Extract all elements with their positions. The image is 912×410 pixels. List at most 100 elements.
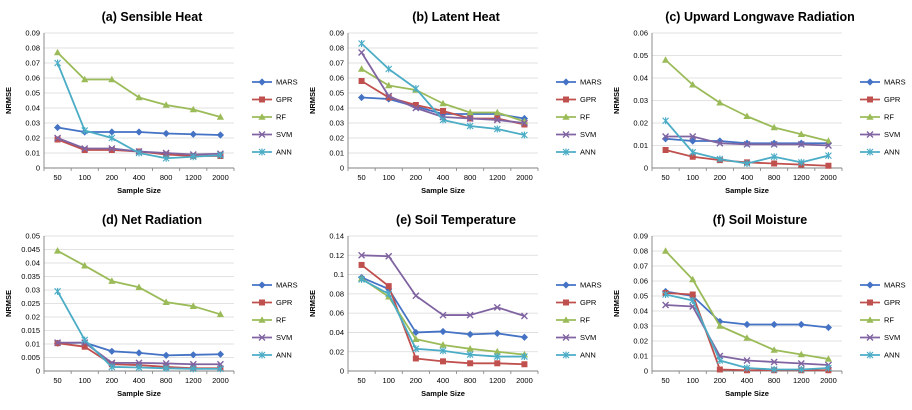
- panel-e-legend-label: SVM: [580, 333, 596, 342]
- panel-d-point-rf: [216, 310, 225, 318]
- panel-f-legend-marker: [866, 334, 874, 341]
- panel-a-point-ann: [162, 154, 170, 162]
- panel-b-legend-mars: MARS: [556, 78, 602, 87]
- panel-d-point-ann: [189, 365, 197, 373]
- panel-f-point-rf: [797, 350, 805, 358]
- panel-e-ytick-label: 0.04: [329, 328, 344, 337]
- panel-b-ytick-label: 0.04: [329, 104, 344, 113]
- panel-f-legend-label: SVM: [884, 333, 900, 342]
- panel-e-legend-mars: MARS: [556, 281, 602, 290]
- panel-d-point-rf: [81, 261, 89, 269]
- panel-e-point-ann: [493, 353, 501, 361]
- panel-c-ytick-label: 0.06: [633, 29, 648, 38]
- panel-e-ylabel: NRMSE: [308, 290, 317, 317]
- panel-e-point-gpr: [521, 361, 528, 368]
- panel-c-ytick-label: 0.04: [633, 74, 648, 83]
- panel-d-title: (d) Net Radiation: [102, 213, 202, 227]
- panel-f-ytick-label: 0.09: [633, 232, 648, 241]
- panel-e-point-gpr: [358, 261, 365, 268]
- panel-b-xtick-label: 800: [464, 173, 477, 182]
- panel-f-point-mars: [743, 320, 751, 329]
- panel-d-ytick-label: 0.045: [21, 245, 40, 254]
- panel-f-point-svm: [662, 301, 670, 309]
- panel-b-point-gpr: [440, 108, 446, 114]
- panel-f-ytick-label: 0.02: [633, 337, 648, 346]
- panel-d-legend-marker: [258, 334, 266, 341]
- panel-b-legend-label: SVM: [580, 130, 596, 139]
- panel-e-point-svm: [385, 252, 393, 260]
- panel-d-legend-label: SVM: [276, 333, 292, 342]
- panel-b-point-rf: [493, 108, 501, 116]
- panel-a-legend-marker: [258, 131, 266, 138]
- panel-b-xtick-label: 50: [357, 173, 365, 182]
- panel-f-legend-label: GPR: [884, 298, 901, 307]
- panel-d-point-mars: [135, 349, 143, 357]
- panel-e-point-svm: [439, 311, 447, 319]
- panel-b: (b) Latent Heat 0 0.01 0.02 0.03 0.04 0.05 0.06…: [308, 10, 602, 195]
- panel-d-point-mars: [189, 351, 197, 359]
- panel-a-legend-rf: RF: [252, 113, 286, 122]
- panel-a-xtick-label: 1200: [185, 173, 202, 182]
- panel-d-xtick-label: 200: [106, 376, 119, 385]
- panel-d-xtick-label: 800: [160, 376, 173, 385]
- panel-d-legend-marker: [258, 281, 266, 289]
- panel-d-point-svm: [162, 359, 170, 367]
- panel-f-series-ann: [662, 291, 832, 373]
- panel-d-point-gpr: [81, 343, 88, 350]
- panel-b-point-svm: [358, 49, 366, 56]
- panel-d-ytick-label: 0.005: [21, 353, 40, 362]
- panel-d-legend-marker: [258, 316, 266, 323]
- panel-a-ytick-label: 0.09: [25, 29, 40, 38]
- panel-b-point-ann: [439, 116, 447, 124]
- panel-a-point-rf: [162, 101, 170, 108]
- panel-c-point-rf: [689, 80, 697, 88]
- panel-c-point-svm: [743, 140, 751, 148]
- panel-a-point-mars: [189, 130, 197, 138]
- panel-c-point-ann: [662, 117, 669, 125]
- panel-c-legend-label: GPR: [884, 95, 901, 104]
- panel-a-series-ann: [54, 59, 224, 162]
- panel-c-point-svm: [716, 139, 724, 147]
- panel-e-ytick-label: 0.08: [329, 289, 344, 298]
- panel-d-ytick-label: 0.02: [25, 313, 40, 322]
- panel-d-ylabel: NRMSE: [4, 290, 13, 317]
- panel-b-ytick-label: 0.06: [329, 74, 344, 83]
- panel-e-point-ann: [439, 347, 447, 355]
- panel-a-xtick-label: 200: [106, 173, 119, 182]
- panel-c-point-svm: [824, 142, 832, 149]
- panel-e-point-gpr: [440, 358, 446, 365]
- panel-b-legend-marker: [563, 96, 569, 103]
- panel-f-xtick-label: 400: [741, 376, 754, 385]
- panel-a-point-mars: [162, 129, 170, 138]
- panel-a-point-mars: [216, 131, 225, 139]
- panel-b-ytick-label: 0.02: [329, 134, 344, 143]
- panel-d-ytick-label: 0.025: [21, 299, 40, 308]
- panel-e-point-ann: [466, 351, 474, 359]
- panel-c-series-ann: [662, 117, 832, 167]
- panel-b-xtick-label: 100: [382, 173, 395, 182]
- panel-e-series-mars: [357, 273, 529, 341]
- panel-e-series-gpr: [358, 261, 528, 368]
- panel-c-point-rf: [824, 137, 833, 144]
- panel-f-point-rf: [770, 346, 778, 353]
- panel-a-legend-label: SVM: [276, 130, 292, 139]
- panel-b-point-svm: [385, 92, 393, 100]
- panel-e-xlabel: Sample Size: [421, 389, 465, 398]
- panel-a-point-mars: [108, 128, 116, 136]
- panel-e-point-mars: [466, 330, 474, 338]
- panel-e-series-ann: [358, 275, 528, 361]
- panel-b-legend-label: MARS: [580, 78, 602, 87]
- panel-b-point-ann: [385, 65, 393, 73]
- panel-c-xtick-label: 100: [686, 173, 699, 182]
- panel-f-series-svm: [662, 301, 832, 369]
- panel-d-xtick-label: 400: [133, 376, 146, 385]
- panel-a-point-gpr: [163, 151, 170, 158]
- panel-d-xlabel: Sample Size: [117, 389, 161, 398]
- panel-c-legend-marker: [866, 148, 874, 156]
- panel-f-ytick-label: 0.08: [633, 247, 648, 256]
- panel-f-legend-label: ANN: [884, 351, 900, 360]
- panel-b-xtick-label: 2000: [516, 173, 533, 182]
- panel-e-legend-rf: RF: [556, 316, 590, 325]
- panel-b-ytick-label: 0: [340, 164, 344, 173]
- panel-f-xlabel: Sample Size: [725, 389, 769, 398]
